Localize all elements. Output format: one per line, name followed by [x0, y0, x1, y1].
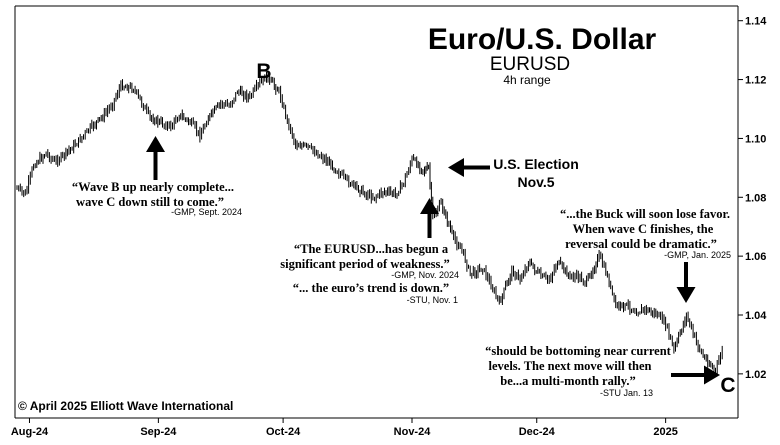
- annotation-2-attribution: -GMP, Nov. 2024: [391, 270, 459, 280]
- annotation-4-line2: When wave C finishes, the: [573, 222, 714, 236]
- x-tick-label: Sep-24: [140, 426, 177, 438]
- election-label-line2: Nov.5: [517, 174, 554, 190]
- annotation-3-line1: “... the euro’s trend is down.”: [293, 281, 449, 295]
- arrow-right-c-icon: [671, 365, 720, 385]
- wave-c-label: C: [720, 374, 735, 397]
- y-tick-label: 1.08: [745, 192, 766, 204]
- arrow-up-nov-icon: [420, 198, 439, 238]
- chart-subtitle: EURUSD: [490, 54, 570, 75]
- y-tick-label: 1.12: [745, 75, 766, 87]
- arrow-left-election-icon: [448, 158, 490, 177]
- x-axis: Aug-24 Sep-24 Oct-24 Nov-24 Dec-24 2025: [11, 418, 678, 438]
- annotation-2-line2: significant period of weakness.”: [280, 257, 449, 271]
- price-bars: [16, 72, 723, 375]
- annotation-2-line1: “The EURUSD...has begun a: [294, 242, 449, 256]
- chart-title: Euro/U.S. Dollar: [428, 23, 657, 56]
- arrow-down-jan-icon: [676, 262, 696, 303]
- annotation-4-attribution: -GMP, Jan. 2025: [664, 250, 731, 260]
- y-axis: 1.14 1.12 1.10 1.08 1.06 1.04 1.02: [738, 16, 767, 381]
- annotation-1-line2: wave C down still to come.”: [76, 195, 224, 209]
- y-tick-label: 1.10: [745, 133, 766, 145]
- wave-b-label: B: [256, 60, 271, 83]
- y-tick-label: 1.04: [745, 310, 767, 322]
- y-tick-label: 1.02: [745, 369, 766, 381]
- election-label-line1: U.S. Election: [493, 156, 579, 172]
- annotation-4-line3: reversal could be dramatic.”: [565, 237, 717, 251]
- x-tick-label: Aug-24: [11, 426, 49, 438]
- annotation-1-line1: “Wave B up nearly complete...: [72, 180, 234, 194]
- copyright-notice: © April 2025 Elliott Wave International: [18, 399, 233, 413]
- range-label: 4h range: [503, 73, 551, 87]
- annotation-5-attribution: -STU Jan. 13: [600, 388, 653, 398]
- x-tick-label: Nov-24: [394, 426, 432, 438]
- annotation-5-line3: be...a multi-month rally.”: [500, 374, 635, 388]
- x-tick-label: 2025: [653, 426, 677, 438]
- annotation-4-line1: “...the Buck will soon lose favor.: [560, 207, 730, 221]
- arrow-up-sept-icon: [146, 136, 165, 180]
- annotation-1-attribution: -GMP, Sept. 2024: [171, 207, 242, 217]
- annotation-5-line1: “should be bottoming near current: [485, 344, 672, 358]
- x-tick-label: Oct-24: [266, 426, 301, 438]
- y-tick-label: 1.06: [745, 251, 766, 263]
- x-tick-label: Dec-24: [519, 426, 556, 438]
- annotation-3-attribution: -STU, Nov. 1: [407, 295, 458, 305]
- y-tick-label: 1.14: [745, 16, 767, 28]
- annotation-5-line2: levels. The next move will then: [489, 359, 652, 373]
